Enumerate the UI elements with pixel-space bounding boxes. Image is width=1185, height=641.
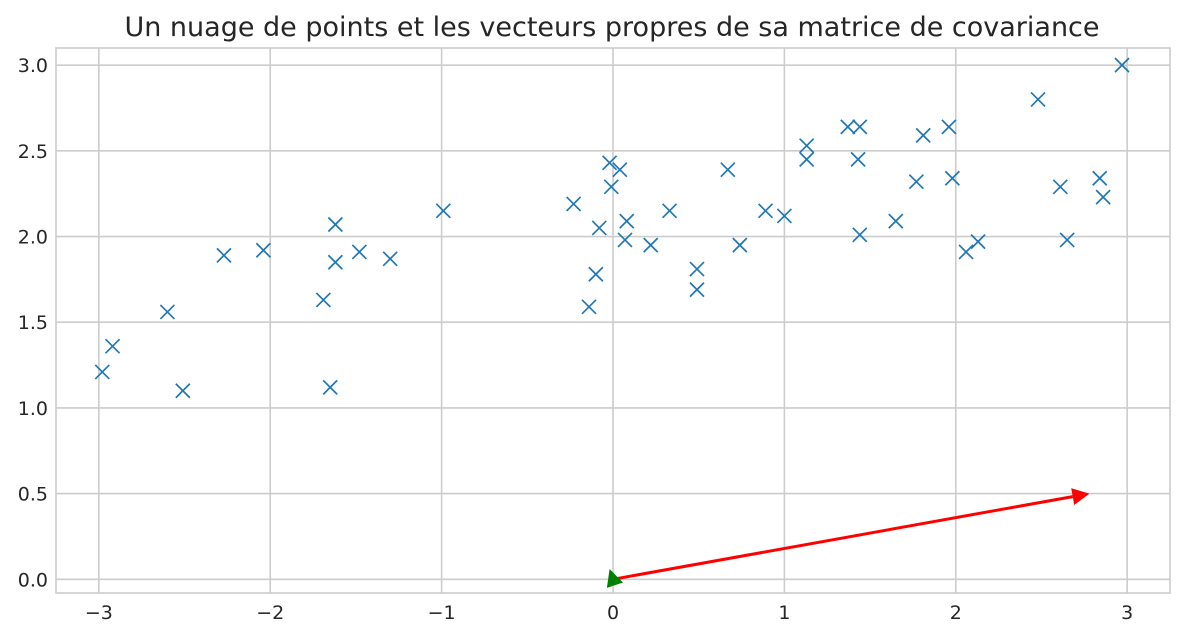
data-point bbox=[970, 234, 986, 250]
x-tick-label: 3 bbox=[1121, 602, 1133, 624]
y-tick-label: 1.5 bbox=[18, 312, 48, 334]
data-point bbox=[840, 119, 856, 135]
data-point bbox=[94, 364, 110, 380]
chart-title: Un nuage de points et les vecteurs propr… bbox=[124, 12, 1099, 43]
data-point bbox=[435, 203, 451, 219]
data-point bbox=[1052, 179, 1068, 195]
data-point bbox=[944, 170, 960, 186]
data-point bbox=[327, 216, 343, 233]
data-point bbox=[351, 244, 367, 260]
vector-layer bbox=[606, 488, 1090, 588]
data-point bbox=[1114, 57, 1130, 73]
x-tick-label: −3 bbox=[85, 602, 113, 624]
data-point bbox=[159, 304, 176, 320]
y-tick-label: 1.0 bbox=[18, 398, 48, 420]
data-point bbox=[958, 244, 974, 260]
x-tick-label: 0 bbox=[607, 602, 619, 624]
data-point bbox=[612, 162, 628, 178]
data-point bbox=[908, 174, 924, 190]
points-layer bbox=[94, 57, 1130, 399]
data-point bbox=[757, 203, 774, 219]
tick-label-layer: −3 −2 −1 0 1 2 3 0.0 0.5 1.0 1.5 2.0 2.5 3.0 bbox=[18, 55, 1133, 624]
data-point bbox=[104, 338, 121, 354]
data-point bbox=[799, 151, 815, 168]
eigenvector-arrow-red bbox=[612, 488, 1090, 581]
data-point bbox=[591, 220, 607, 236]
data-point bbox=[776, 208, 792, 224]
data-point bbox=[643, 237, 659, 253]
data-point bbox=[601, 155, 618, 171]
data-point bbox=[852, 227, 868, 243]
data-point bbox=[382, 251, 398, 267]
data-point bbox=[850, 151, 866, 168]
data-point bbox=[720, 162, 736, 178]
data-point bbox=[888, 213, 904, 229]
grid-layer bbox=[56, 48, 1170, 593]
x-tick-label: 1 bbox=[778, 602, 790, 624]
data-point bbox=[588, 266, 604, 282]
data-point bbox=[915, 127, 931, 144]
data-point bbox=[1059, 232, 1075, 248]
y-tick-label: 2.0 bbox=[18, 227, 48, 249]
data-point bbox=[799, 138, 815, 154]
data-point bbox=[619, 213, 635, 229]
eigenvector-arrow-green bbox=[606, 569, 624, 588]
y-tick-label: 0.0 bbox=[18, 569, 48, 591]
data-point bbox=[661, 203, 678, 219]
data-point bbox=[255, 242, 271, 258]
data-point bbox=[1030, 91, 1046, 108]
data-point bbox=[322, 379, 338, 395]
x-tick-label: −1 bbox=[428, 602, 456, 624]
data-point bbox=[1092, 170, 1108, 186]
data-point bbox=[852, 119, 868, 135]
data-point bbox=[603, 179, 619, 195]
data-point bbox=[689, 261, 705, 277]
x-tick-label: −2 bbox=[256, 602, 284, 624]
data-point bbox=[216, 247, 232, 263]
data-point bbox=[175, 383, 191, 399]
plot-frame bbox=[55, 47, 1171, 594]
y-tick-label: 3.0 bbox=[18, 55, 48, 77]
data-point bbox=[327, 254, 343, 270]
y-tick-label: 2.5 bbox=[18, 141, 48, 163]
data-point bbox=[1095, 189, 1111, 205]
data-point bbox=[617, 232, 633, 248]
y-tick-label: 0.5 bbox=[18, 484, 48, 506]
data-point bbox=[581, 299, 597, 315]
x-tick-label: 2 bbox=[950, 602, 962, 624]
data-point bbox=[315, 292, 331, 308]
data-point bbox=[689, 282, 705, 298]
data-point bbox=[941, 119, 957, 135]
data-point bbox=[565, 196, 582, 212]
data-point bbox=[732, 237, 748, 253]
